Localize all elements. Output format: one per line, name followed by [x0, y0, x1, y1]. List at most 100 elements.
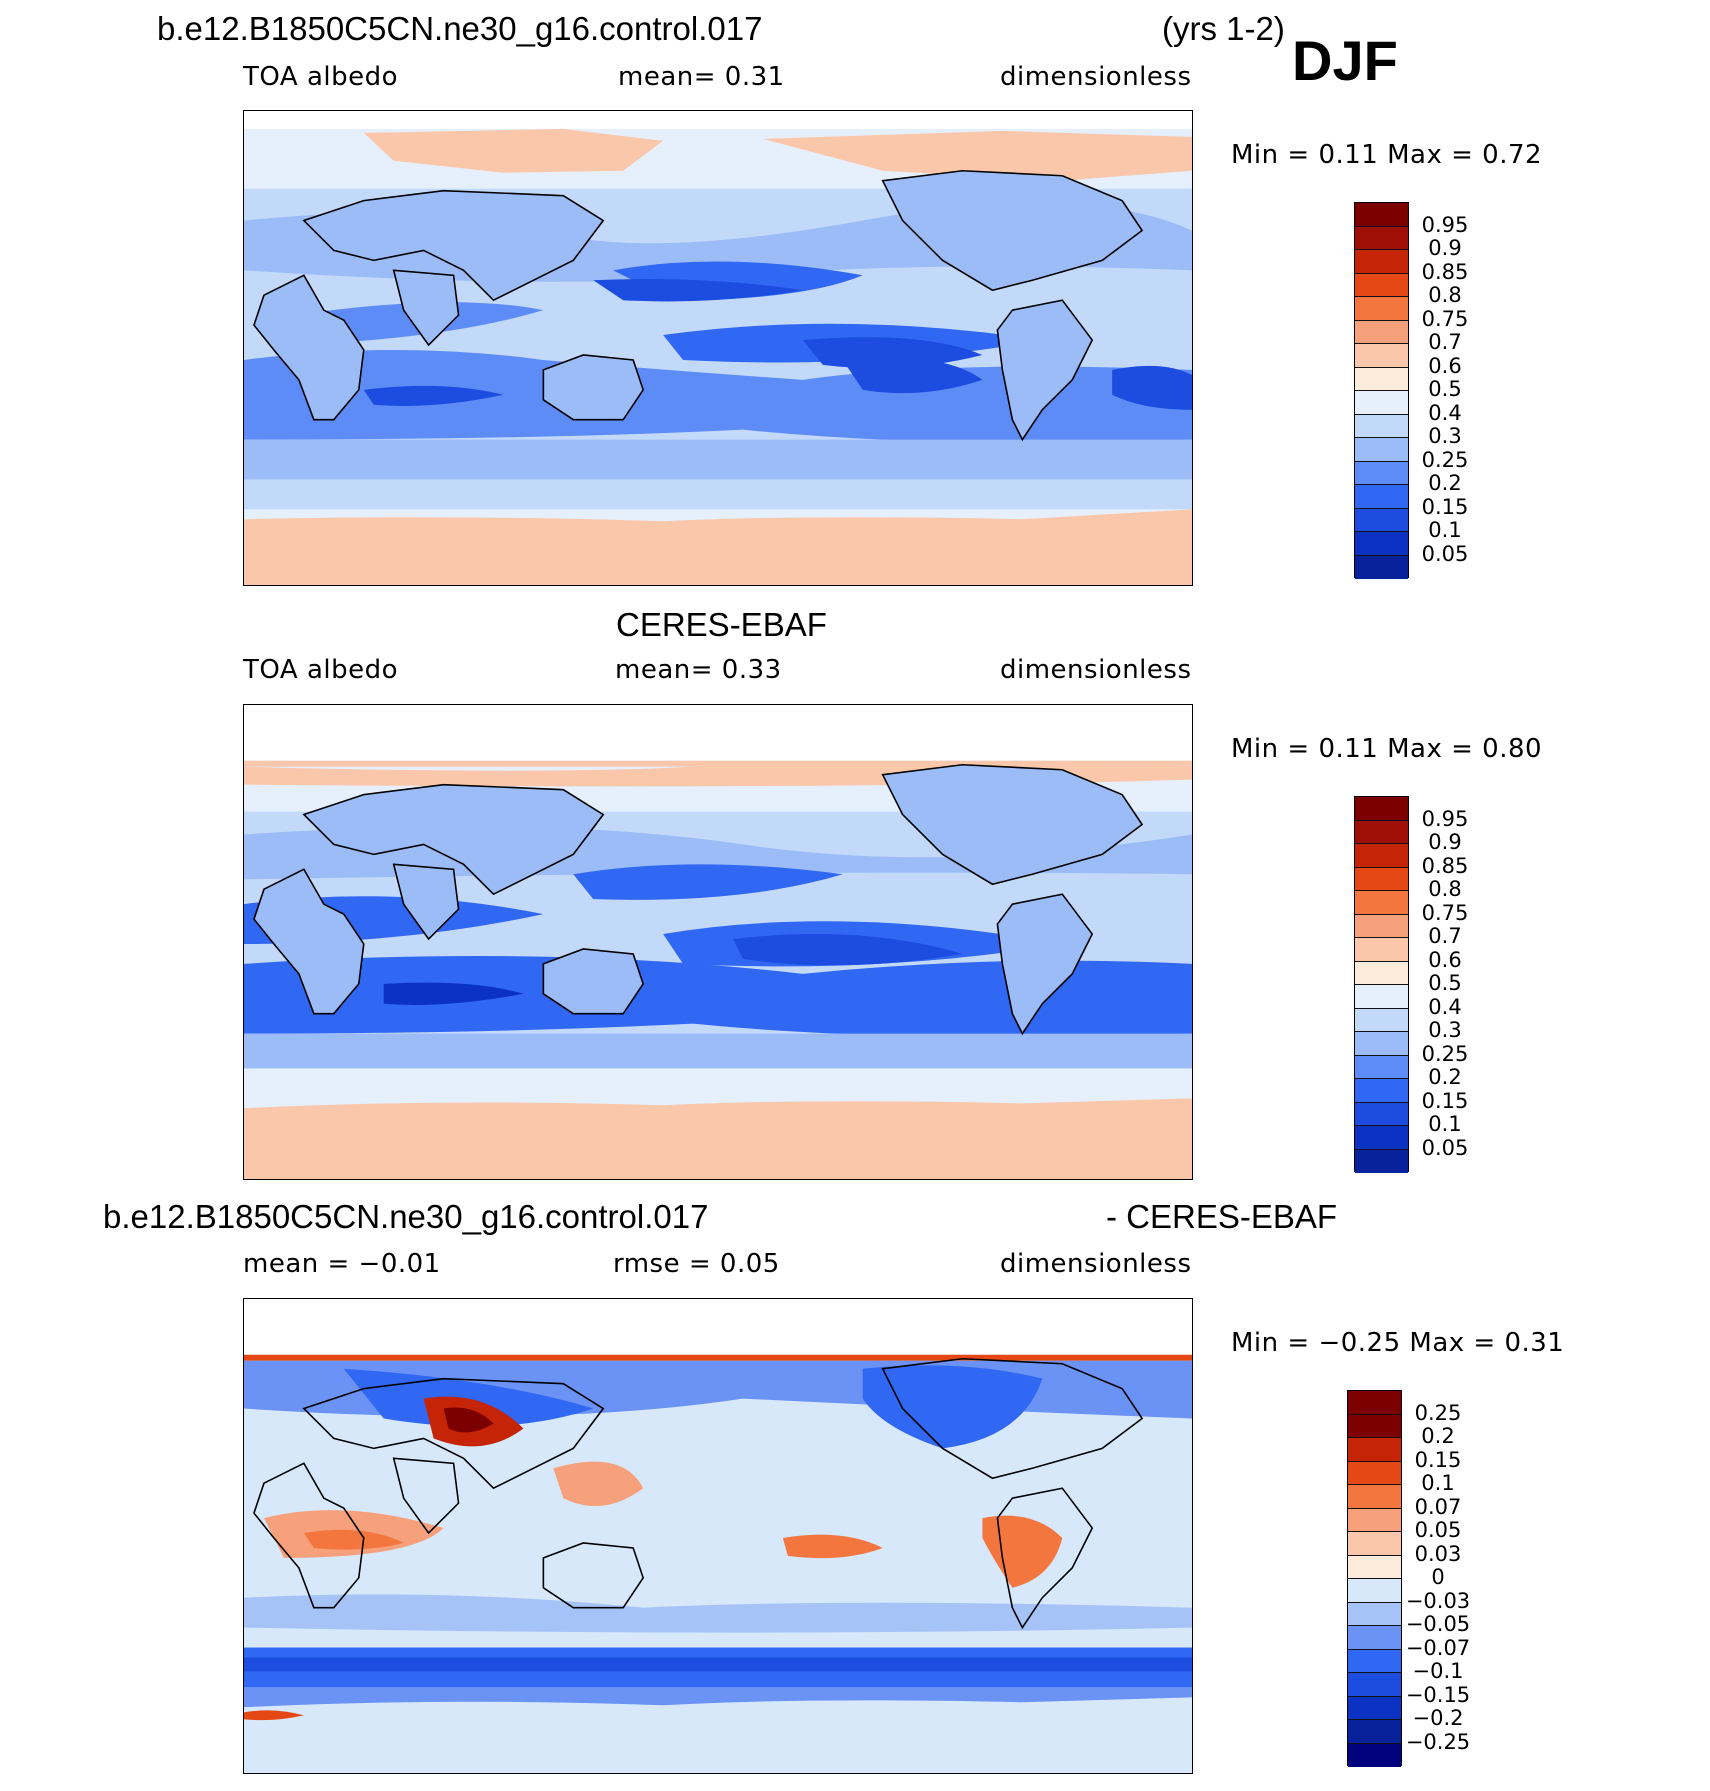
colorbar-level-label: 0.6 [1428, 947, 1462, 972]
panel2-title: CERES-EBAF [616, 606, 827, 643]
colorbar-swatch [1348, 1696, 1401, 1720]
panel3-title-right: - CERES-EBAF [1106, 1198, 1338, 1235]
colorbar-level-label: 0.25 [1414, 1400, 1462, 1425]
colorbar-level-label: 0.4 [1428, 994, 1462, 1019]
panel1-units: dimensionless [1000, 62, 1192, 92]
colorbar-swatch [1348, 1532, 1401, 1556]
colorbar-level-label: 0.15 [1414, 1447, 1462, 1472]
colorbar-swatch [1355, 820, 1408, 844]
colorbar-swatch [1355, 938, 1408, 962]
panel2-colorbar [1354, 796, 1409, 1173]
colorbar-level-label: −0.03 [1405, 1588, 1471, 1613]
colorbar-level-label: 0.07 [1414, 1494, 1462, 1519]
colorbar-level-label: −0.15 [1405, 1682, 1471, 1707]
panel3-minmax: Min = −0.25 Max = 0.31 [1231, 1328, 1565, 1358]
colorbar-swatch [1355, 485, 1408, 509]
season-label: DJF [1292, 29, 1398, 92]
colorbar-swatch [1348, 1414, 1401, 1438]
colorbar-swatch [1355, 1149, 1408, 1173]
colorbar-level-label: 0.1 [1428, 1112, 1462, 1136]
colorbar-level-label: 0.3 [1428, 1018, 1462, 1042]
colorbar-swatch [1355, 844, 1408, 868]
panel1-colorbar [1354, 202, 1409, 579]
colorbar-swatch [1355, 985, 1408, 1009]
colorbar-swatch [1348, 1602, 1401, 1626]
colorbar-level-label: 0.1 [1421, 1471, 1455, 1495]
colorbar-level-label: 0.95 [1421, 806, 1469, 831]
colorbar-level-label: 0.3 [1428, 424, 1462, 448]
colorbar-swatch [1355, 1032, 1408, 1056]
colorbar-swatch [1355, 367, 1408, 391]
panel1-mean: mean= 0.31 [618, 62, 785, 92]
colorbar-swatch [1348, 1743, 1401, 1767]
colorbar-swatch [1348, 1673, 1401, 1697]
colorbar-level-label: 0.9 [1428, 830, 1462, 854]
colorbar-swatch [1348, 1579, 1401, 1603]
panel2-map [243, 704, 1193, 1180]
colorbar-swatch [1355, 414, 1408, 438]
years-label: (yrs 1-2) [1162, 10, 1285, 47]
colorbar-level-label: −0.1 [1412, 1659, 1464, 1683]
panel1-variable: TOA albedo [243, 62, 399, 92]
colorbar-swatch [1348, 1720, 1401, 1744]
colorbar-level-label: 0.9 [1428, 236, 1462, 260]
colorbar-swatch [1355, 391, 1408, 415]
colorbar-swatch [1348, 1508, 1401, 1532]
colorbar-swatch [1355, 226, 1408, 250]
colorbar-level-label: 0.03 [1414, 1541, 1462, 1566]
colorbar-level-label: 0.05 [1421, 1135, 1469, 1160]
panel2-mean: mean= 0.33 [615, 655, 782, 685]
panel1-minmax: Min = 0.11 Max = 0.72 [1231, 140, 1543, 170]
colorbar-level-label: 0.8 [1428, 877, 1462, 901]
colorbar-level-label: −0.07 [1405, 1635, 1471, 1660]
colorbar-level-label: 0.2 [1428, 471, 1462, 495]
colorbar-level-label: 0.6 [1428, 353, 1462, 378]
colorbar-level-label: 0.85 [1421, 259, 1469, 284]
colorbar-level-label: 0.25 [1421, 1041, 1469, 1066]
panel3-title-left: b.e12.B1850C5CN.ne30_g16.control.017 [103, 1198, 709, 1235]
panel3-mean: mean = −0.01 [243, 1249, 441, 1279]
panel3-rmse: rmse = 0.05 [613, 1249, 780, 1279]
colorbar-level-label: 0 [1431, 1565, 1445, 1589]
colorbar-swatch [1355, 508, 1408, 532]
colorbar-level-label: 0.15 [1421, 1088, 1469, 1113]
colorbar-swatch [1355, 438, 1408, 462]
panel3-units: dimensionless [1000, 1249, 1192, 1279]
colorbar-level-label: 0.2 [1428, 1065, 1462, 1089]
colorbar-swatch [1355, 203, 1408, 227]
colorbar-level-label: −0.25 [1405, 1729, 1471, 1754]
colorbar-swatch [1348, 1485, 1401, 1509]
case-title: b.e12.B1850C5CN.ne30_g16.control.017 [157, 10, 763, 47]
colorbar-swatch [1355, 1079, 1408, 1103]
colorbar-level-label: 0.4 [1428, 400, 1462, 425]
colorbar-swatch [1355, 797, 1408, 821]
colorbar-level-label: 0.95 [1421, 212, 1469, 237]
colorbar-swatch [1355, 461, 1408, 485]
colorbar-swatch [1355, 961, 1408, 985]
colorbar-swatch [1348, 1391, 1401, 1415]
colorbar-level-label: 0.1 [1428, 518, 1462, 542]
colorbar-swatch [1355, 344, 1408, 368]
colorbar-swatch [1355, 891, 1408, 915]
panel2-variable: TOA albedo [243, 655, 399, 685]
colorbar-swatch [1348, 1626, 1401, 1650]
colorbar-swatch [1355, 297, 1408, 321]
colorbar-swatch [1355, 914, 1408, 938]
colorbar-swatch [1355, 273, 1408, 297]
colorbar-level-label: 0.85 [1421, 853, 1469, 878]
colorbar-level-label: 0.5 [1428, 377, 1462, 401]
colorbar-swatch [1355, 555, 1408, 579]
colorbar-level-label: 0.05 [1414, 1518, 1462, 1542]
colorbar-level-label: −0.2 [1412, 1706, 1464, 1730]
colorbar-level-label: 0.2 [1421, 1424, 1455, 1448]
colorbar-swatch [1355, 1126, 1408, 1150]
colorbar-level-label: 0.8 [1428, 283, 1462, 307]
colorbar-swatch [1348, 1461, 1401, 1485]
colorbar-level-label: 0.25 [1421, 447, 1469, 472]
colorbar-swatch [1348, 1555, 1401, 1579]
colorbar-level-label: −0.05 [1405, 1612, 1471, 1636]
colorbar-swatch [1355, 1055, 1408, 1079]
colorbar-level-label: 0.15 [1421, 494, 1469, 519]
colorbar-level-label: 0.05 [1421, 541, 1469, 566]
colorbar-swatch [1355, 320, 1408, 344]
